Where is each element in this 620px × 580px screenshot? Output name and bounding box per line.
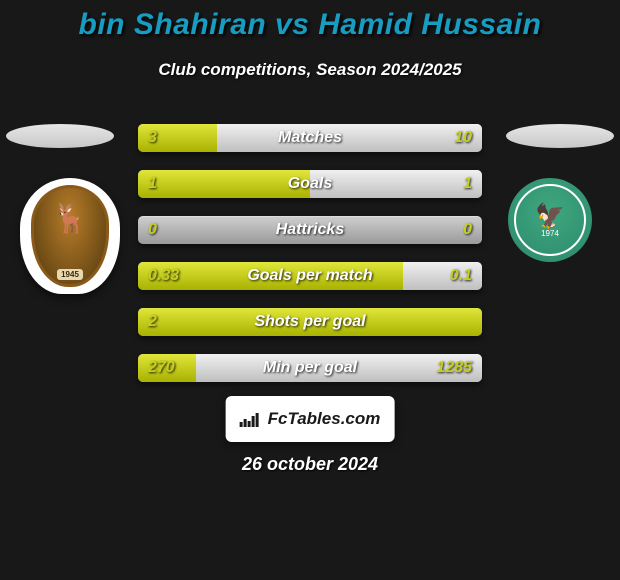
eagle-icon: 🦅 (535, 202, 565, 231)
crest-left-year: 1945 (57, 269, 83, 280)
comparison-card: bin Shahiran vs Hamid Hussain Club compe… (0, 0, 620, 580)
stat-bar: 00Hattricks (138, 216, 482, 244)
player-slot-right (506, 124, 614, 148)
stat-bar: 2701285Min per goal (138, 354, 482, 382)
bar-label: Goals per match (138, 262, 482, 290)
stat-bar: 0.330.1Goals per match (138, 262, 482, 290)
chart-bars-icon (240, 411, 262, 427)
page-title: bin Shahiran vs Hamid Hussain (0, 0, 620, 42)
stat-bar: 11Goals (138, 170, 482, 198)
club-crest-right: 🦅 1974 (508, 178, 592, 262)
page-subtitle: Club competitions, Season 2024/2025 (0, 60, 620, 80)
logo-rest: Tables.com (287, 409, 380, 428)
stat-bar: 2Shots per goal (138, 308, 482, 336)
comparison-bars: 310Matches 11Goals 00Hattricks 0.330.1Goals… (138, 124, 482, 400)
stat-bar: 310Matches (138, 124, 482, 152)
crest-right-year: 1974 (541, 229, 559, 238)
footer-date: 26 october 2024 (0, 454, 620, 475)
logo-fc: Fc (268, 409, 288, 428)
bar-label: Goals (138, 170, 482, 198)
bar-label: Min per goal (138, 354, 482, 382)
deer-icon: 🦌 (53, 202, 88, 235)
bar-label: Matches (138, 124, 482, 152)
crest-right-inner: 🦅 1974 (514, 184, 586, 256)
club-crest-left: 🦌 1945 (20, 178, 120, 294)
source-logo: FcTables.com (226, 396, 395, 442)
player-slot-left (6, 124, 114, 148)
bar-label: Hattricks (138, 216, 482, 244)
bar-label: Shots per goal (138, 308, 482, 336)
